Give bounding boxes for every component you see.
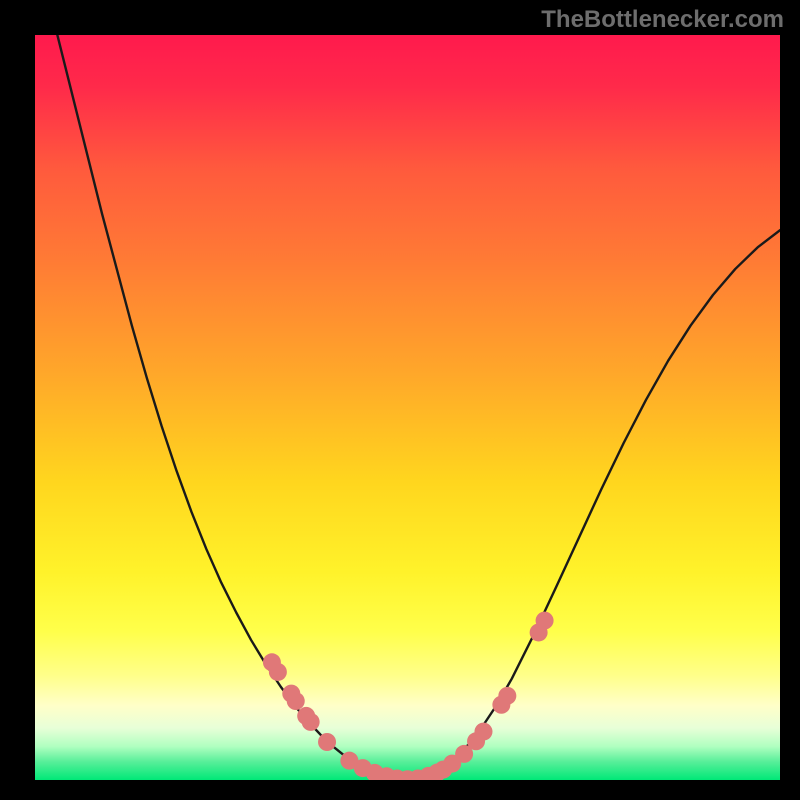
data-marker [302, 713, 320, 731]
data-marker [318, 733, 336, 751]
plot-area [35, 35, 780, 780]
data-marker [269, 663, 287, 681]
watermark-text: TheBottlenecker.com [541, 6, 784, 34]
data-marker [536, 612, 554, 630]
data-marker [474, 723, 492, 741]
data-marker [498, 687, 516, 705]
data-marker [287, 692, 305, 710]
chart-stage: TheBottlenecker.com [0, 0, 800, 800]
gradient-background [35, 35, 780, 780]
